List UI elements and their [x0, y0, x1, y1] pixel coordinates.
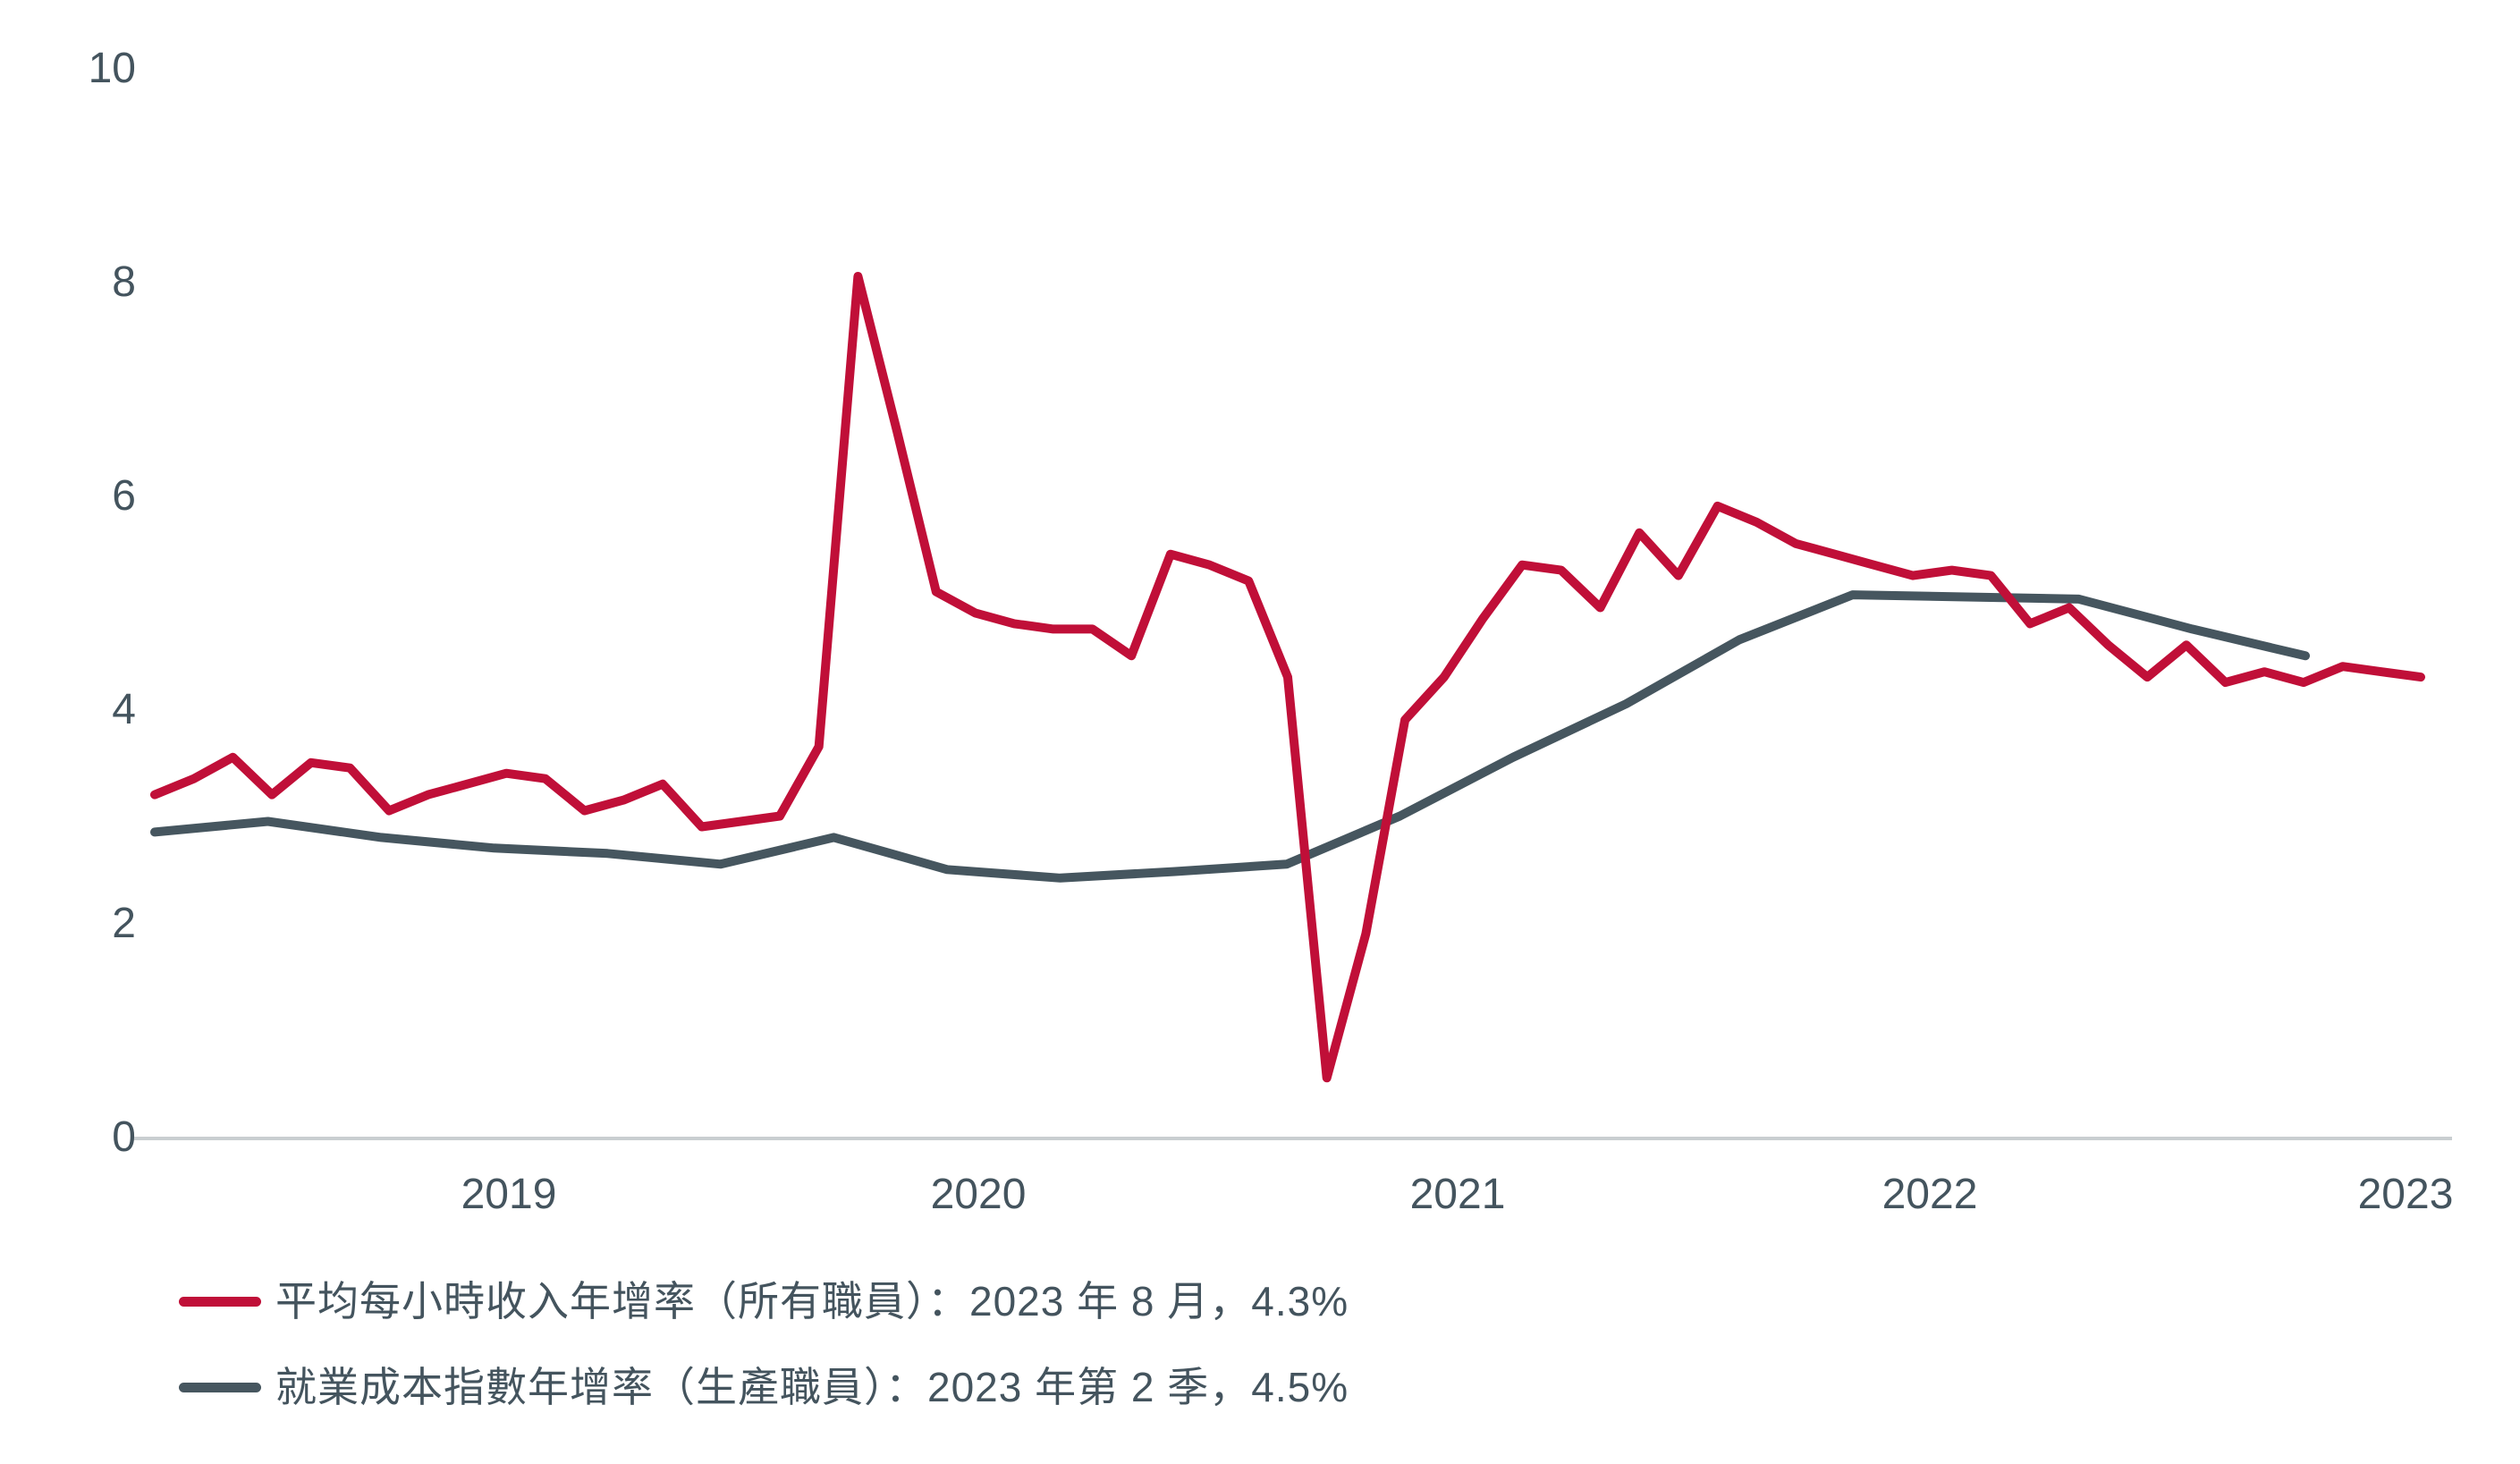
eci-quarterly-line — [150, 590, 2310, 883]
y-tick-6: 6 — [112, 472, 136, 520]
chart-legend: 平均每小時收入年增率（所有職員）：2023 年 8 月，4.3% 就業成本指數年… — [179, 1274, 1349, 1415]
x-tick-2020: 2020 — [931, 1171, 1027, 1218]
y-tick-8: 8 — [112, 258, 136, 306]
x-tick-2019: 2019 — [461, 1171, 557, 1218]
legend-marker-ahe — [179, 1296, 261, 1307]
y-tick-0: 0 — [112, 1113, 136, 1161]
legend-label-eci: 就業成本指數年增率（生產職員）：2023 年第 2 季，4.5% — [275, 1364, 1349, 1410]
y-tick-4: 4 — [112, 686, 136, 733]
legend-item-eci: 就業成本指數年增率（生產職員）：2023 年第 2 季，4.5% — [179, 1359, 1349, 1415]
legend-label-ahe: 平均每小時收入年增率（所有職員）：2023 年 8 月，4.3% — [275, 1278, 1349, 1324]
legend-item-ahe: 平均每小時收入年增率（所有職員）：2023 年 8 月，4.3% — [179, 1274, 1349, 1329]
legend-marker-eci — [179, 1382, 261, 1392]
x-tick-2021: 2021 — [1410, 1171, 1506, 1218]
x-tick-2023: 2023 — [2358, 1171, 2454, 1218]
y-tick-10: 10 — [89, 45, 136, 92]
ahe-monthly-line — [150, 272, 2425, 1083]
x-tick-2022: 2022 — [1882, 1171, 1978, 1218]
y-tick-2: 2 — [112, 900, 136, 947]
